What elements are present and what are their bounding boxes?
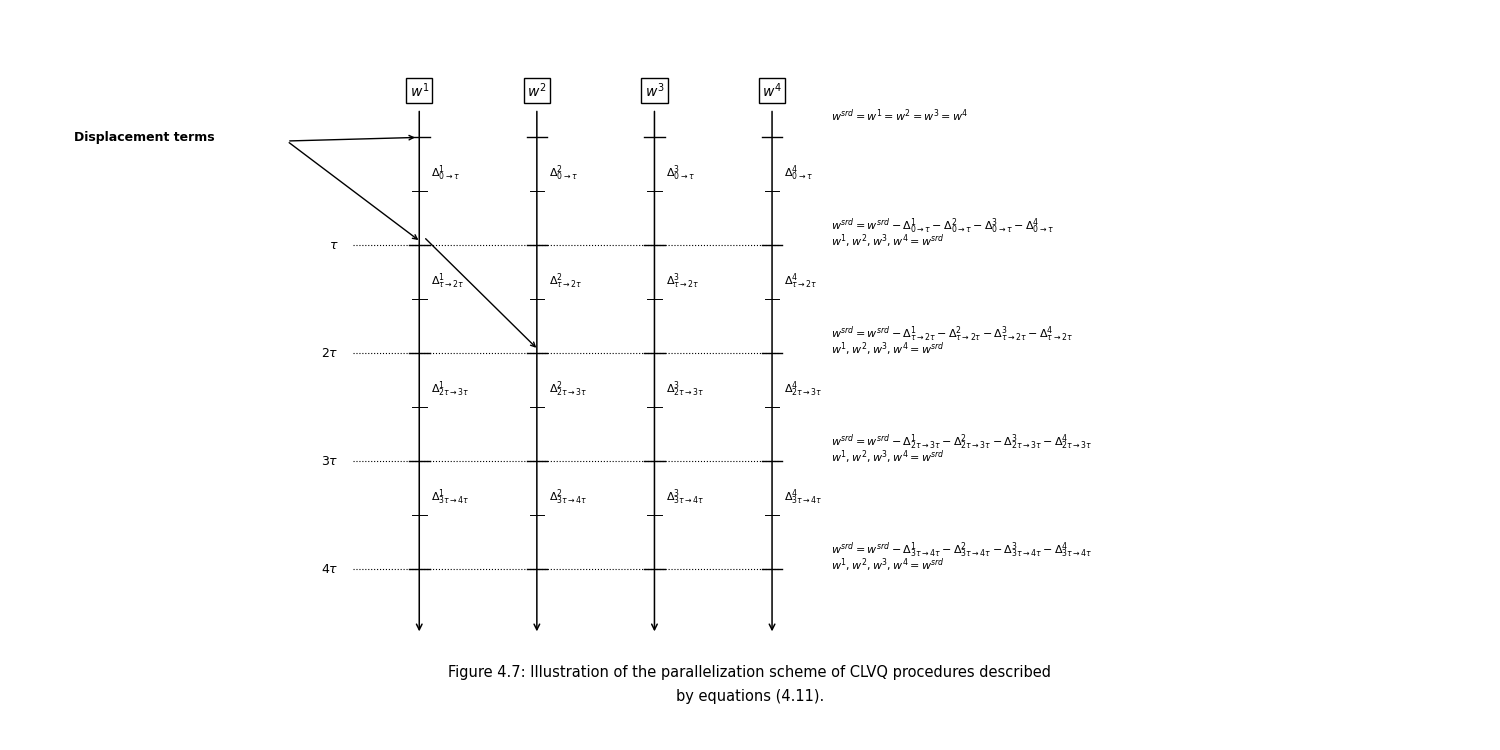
Text: $\Delta^{1}_{3\tau\to 4\tau}$: $\Delta^{1}_{3\tau\to 4\tau}$ xyxy=(430,488,470,507)
Text: $\Delta^{2}_{\tau\to 2\tau}$: $\Delta^{2}_{\tau\to 2\tau}$ xyxy=(549,272,582,291)
Text: $\Delta^{4}_{2\tau\to 3\tau}$: $\Delta^{4}_{2\tau\to 3\tau}$ xyxy=(784,380,822,399)
Text: $w^3$: $w^3$ xyxy=(645,81,664,100)
Text: $\Delta^{1}_{\tau\to 2\tau}$: $\Delta^{1}_{\tau\to 2\tau}$ xyxy=(430,272,465,291)
Text: $\Delta^{2}_{0\to \tau}$: $\Delta^{2}_{0\to \tau}$ xyxy=(549,164,578,183)
Text: $\Delta^{2}_{3\tau\to 4\tau}$: $\Delta^{2}_{3\tau\to 4\tau}$ xyxy=(549,488,586,507)
Text: $4\tau$: $4\tau$ xyxy=(321,563,339,576)
Text: $w^{srd} = w^{srd} - \Delta^1_{2\tau\to 3\tau} - \Delta^2_{2\tau\to 3\tau} - \De: $w^{srd} = w^{srd} - \Delta^1_{2\tau\to … xyxy=(831,432,1092,451)
Text: $w^{srd} = w^{srd} - \Delta^1_{0\to\tau} - \Delta^2_{0\to\tau} - \Delta^3_{0\to\: $w^{srd} = w^{srd} - \Delta^1_{0\to\tau}… xyxy=(831,216,1054,236)
Text: $\Delta^{4}_{3\tau\to 4\tau}$: $\Delta^{4}_{3\tau\to 4\tau}$ xyxy=(784,488,822,507)
Text: $w^1$: $w^1$ xyxy=(410,81,429,100)
Text: $w^1, w^2, w^3, w^4 = w^{srd}$: $w^1, w^2, w^3, w^4 = w^{srd}$ xyxy=(831,232,945,250)
Text: $w^2$: $w^2$ xyxy=(526,81,546,100)
Text: Figure 4.7: Illustration of the parallelization scheme of CLVQ procedures descri: Figure 4.7: Illustration of the parallel… xyxy=(448,664,1052,704)
Text: $\Delta^{4}_{\tau\to 2\tau}$: $\Delta^{4}_{\tau\to 2\tau}$ xyxy=(784,272,818,291)
Text: $\Delta^{1}_{0\to \tau}$: $\Delta^{1}_{0\to \tau}$ xyxy=(430,164,460,183)
Text: $w^1, w^2, w^3, w^4 = w^{srd}$: $w^1, w^2, w^3, w^4 = w^{srd}$ xyxy=(831,340,945,358)
Text: $w^4$: $w^4$ xyxy=(762,81,782,100)
Text: $\Delta^{3}_{3\tau\to 4\tau}$: $\Delta^{3}_{3\tau\to 4\tau}$ xyxy=(666,488,705,507)
Text: $\tau$: $\tau$ xyxy=(328,239,339,252)
Text: $w^1, w^2, w^3, w^4 = w^{srd}$: $w^1, w^2, w^3, w^4 = w^{srd}$ xyxy=(831,556,945,574)
Text: $3\tau$: $3\tau$ xyxy=(321,455,339,468)
Text: $w^{srd} = w^{srd} - \Delta^1_{3\tau\to 4\tau} - \Delta^2_{3\tau\to 4\tau} - \De: $w^{srd} = w^{srd} - \Delta^1_{3\tau\to … xyxy=(831,540,1092,560)
Text: $w^{srd} = w^1 = w^2 = w^3 = w^4$: $w^{srd} = w^1 = w^2 = w^3 = w^4$ xyxy=(831,107,968,124)
Text: $2\tau$: $2\tau$ xyxy=(321,347,339,360)
Text: $\Delta^{2}_{2\tau\to 3\tau}$: $\Delta^{2}_{2\tau\to 3\tau}$ xyxy=(549,380,586,399)
Text: Displacement terms: Displacement terms xyxy=(74,131,214,144)
Text: $\Delta^{4}_{0\to \tau}$: $\Delta^{4}_{0\to \tau}$ xyxy=(784,164,813,183)
Text: $w^{srd} = w^{srd} - \Delta^1_{\tau\to 2\tau} - \Delta^2_{\tau\to 2\tau} - \Delt: $w^{srd} = w^{srd} - \Delta^1_{\tau\to 2… xyxy=(831,324,1072,344)
Text: $\Delta^{3}_{2\tau\to 3\tau}$: $\Delta^{3}_{2\tau\to 3\tau}$ xyxy=(666,380,705,399)
Text: $\Delta^{3}_{\tau\to 2\tau}$: $\Delta^{3}_{\tau\to 2\tau}$ xyxy=(666,272,700,291)
Text: $w^1, w^2, w^3, w^4 = w^{srd}$: $w^1, w^2, w^3, w^4 = w^{srd}$ xyxy=(831,448,945,466)
Text: $\Delta^{1}_{2\tau\to 3\tau}$: $\Delta^{1}_{2\tau\to 3\tau}$ xyxy=(430,380,470,399)
Text: $\Delta^{3}_{0\to \tau}$: $\Delta^{3}_{0\to \tau}$ xyxy=(666,164,694,183)
